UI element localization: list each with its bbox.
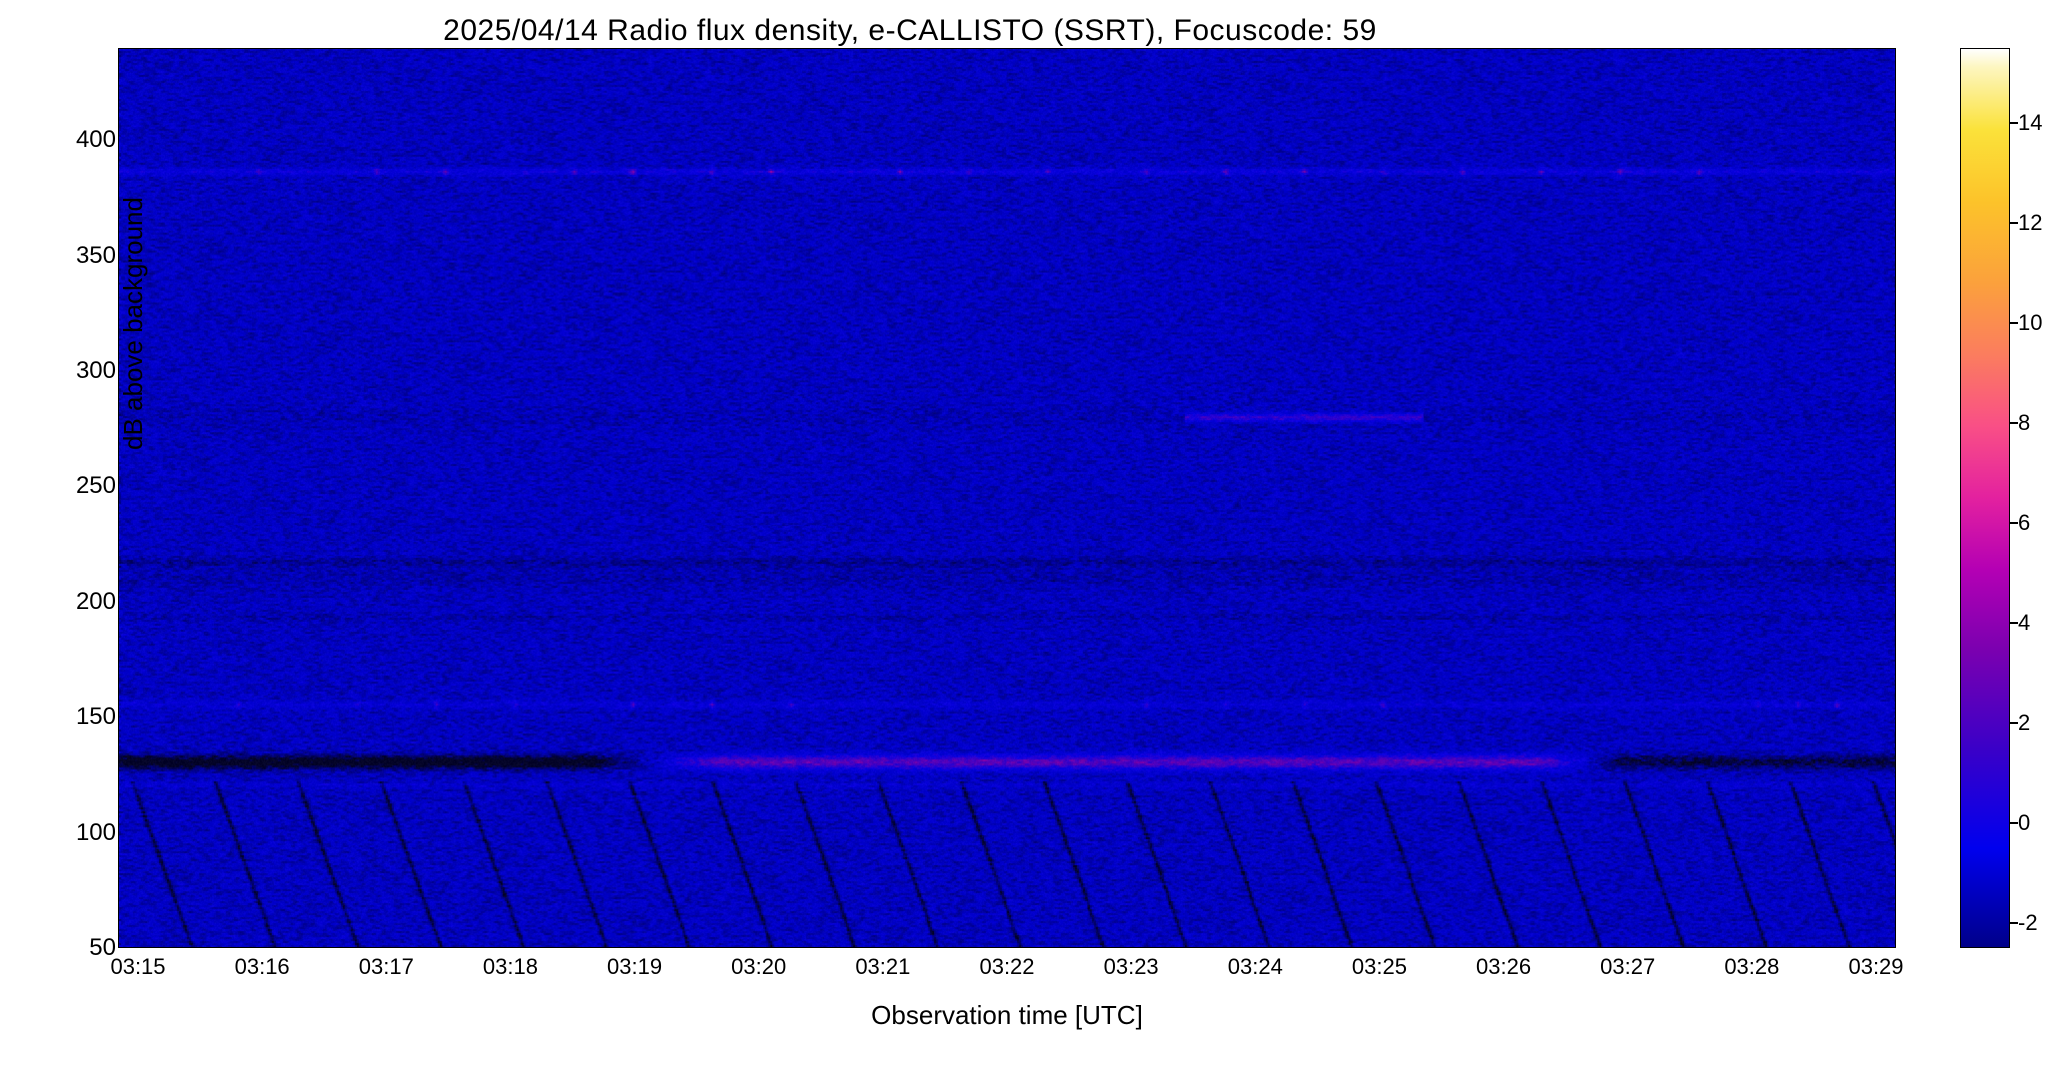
colorbar-gradient[interactable] [1960,48,2010,948]
colorbar-container[interactable]: -2 0 2 4 6 8 10 12 14 [1960,48,2010,948]
y-tick-350: 350 [60,242,116,270]
x-tick-0323: 03:23 [1104,954,1159,980]
colorbar-tick-mark-2 [2010,722,2018,724]
colorbar-tick-label-10: 10 [2018,310,2042,336]
y-tick-250: 250 [60,472,116,500]
colorbar-tick-label-14: 14 [2018,110,2042,136]
x-tick-0316: 03:16 [235,954,290,980]
y-tick-50: 50 [60,934,116,962]
colorbar-tick-label-6: 6 [2018,510,2030,536]
y-tick-400: 400 [60,126,116,154]
colorbar-tick-label-4: 4 [2018,610,2030,636]
y-tick-150: 150 [60,703,116,731]
x-axis-label: Observation time [UTC] [118,1000,1896,1031]
y-tick-300: 300 [60,357,116,385]
y-tick-100: 100 [60,819,116,847]
x-tick-0329: 03:29 [1848,954,1903,980]
page-title: 2025/04/14 Radio flux density, e-CALLIST… [0,14,1820,48]
colorbar-tick-label-0: 0 [2018,810,2030,836]
colorbar-tick-mark--2 [2010,922,2018,924]
y-axis-label: Frequency [MHz] [20,0,51,300]
x-tick-0325: 03:25 [1352,954,1407,980]
x-tick-0317: 03:17 [359,954,414,980]
x-tick-0328: 03:28 [1724,954,1779,980]
colorbar-tick-label-8: 8 [2018,410,2030,436]
x-tick-0326: 03:26 [1476,954,1531,980]
x-tick-0324: 03:24 [1228,954,1283,980]
colorbar-tick-mark-6 [2010,522,2018,524]
colorbar-tick-label-12: 12 [2018,210,2042,236]
colorbar-tick-mark-4 [2010,622,2018,624]
colorbar-tick-mark-14 [2010,122,2018,124]
colorbar-tick-mark-0 [2010,822,2018,824]
x-tick-0315: 03:15 [110,954,165,980]
colorbar-tick-mark-12 [2010,222,2018,224]
colorbar-tick-label-2: 2 [2018,710,2030,736]
x-tick-0320: 03:20 [731,954,786,980]
spectrogram-plot[interactable] [118,48,1896,948]
spectrogram-window: 2025/04/14 Radio flux density, e-CALLIST… [0,0,2066,1067]
colorbar-tick-mark-8 [2010,422,2018,424]
x-tick-0321: 03:21 [855,954,910,980]
colorbar-tick-mark-10 [2010,322,2018,324]
colorbar-tick-label--2: -2 [2018,910,2038,936]
colorbar-axis-label: dB above background [118,197,149,450]
x-tick-0318: 03:18 [483,954,538,980]
spectrogram-canvas[interactable] [119,49,1895,947]
x-tick-0319: 03:19 [607,954,662,980]
x-tick-0327: 03:27 [1600,954,1655,980]
y-tick-200: 200 [60,588,116,616]
x-tick-0322: 03:22 [979,954,1034,980]
